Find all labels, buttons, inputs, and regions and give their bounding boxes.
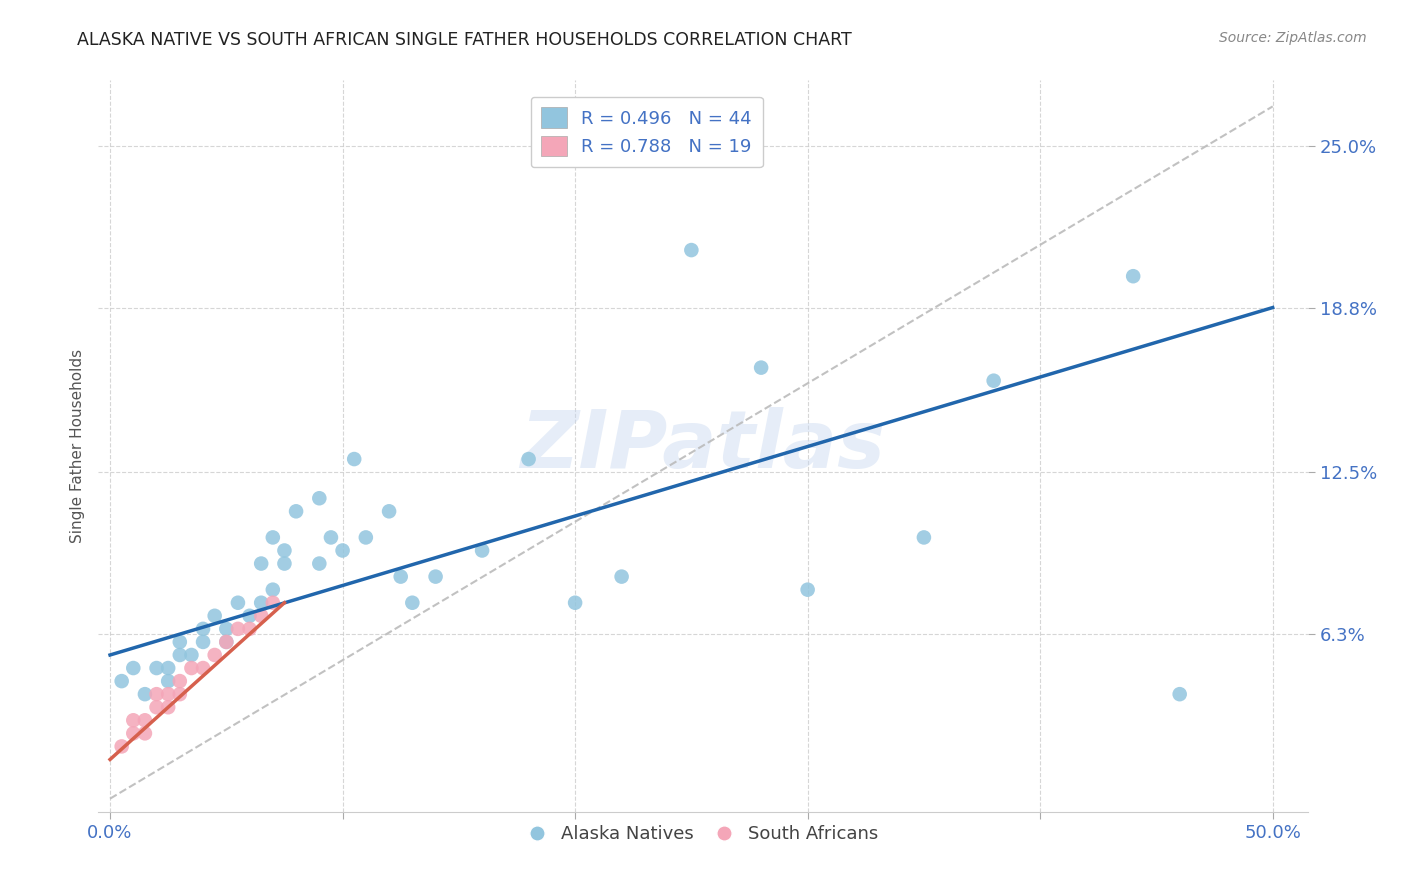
Point — [250, 596, 273, 610]
Point — [250, 557, 273, 571]
Point — [285, 504, 308, 518]
Point — [389, 569, 412, 583]
Point — [226, 596, 249, 610]
Point — [401, 596, 423, 610]
Point — [262, 530, 284, 544]
Point — [215, 635, 238, 649]
Y-axis label: Single Father Households: Single Father Households — [69, 349, 84, 543]
Point — [471, 543, 494, 558]
Point — [111, 674, 134, 689]
Point — [180, 648, 202, 662]
Point — [273, 557, 295, 571]
Point — [169, 635, 191, 649]
Point — [308, 557, 330, 571]
Point — [796, 582, 818, 597]
Point — [343, 452, 366, 467]
Point — [157, 674, 180, 689]
Point — [262, 582, 284, 597]
Point — [169, 674, 191, 689]
Point — [204, 608, 226, 623]
Point — [122, 661, 145, 675]
Point — [226, 622, 249, 636]
Point — [912, 530, 935, 544]
Point — [610, 569, 633, 583]
Point — [239, 622, 262, 636]
Point — [332, 543, 354, 558]
Point — [250, 608, 273, 623]
Point — [681, 243, 703, 257]
Text: ALASKA NATIVE VS SOUTH AFRICAN SINGLE FATHER HOUSEHOLDS CORRELATION CHART: ALASKA NATIVE VS SOUTH AFRICAN SINGLE FA… — [77, 31, 852, 49]
Point — [378, 504, 401, 518]
Point — [191, 635, 214, 649]
Point — [1168, 687, 1191, 701]
Point — [134, 687, 156, 701]
Point — [517, 452, 540, 467]
Point — [983, 374, 1005, 388]
Text: Source: ZipAtlas.com: Source: ZipAtlas.com — [1219, 31, 1367, 45]
Point — [134, 726, 156, 740]
Point — [169, 648, 191, 662]
Point — [273, 543, 295, 558]
Point — [215, 635, 238, 649]
Text: ZIPatlas: ZIPatlas — [520, 407, 886, 485]
Point — [157, 700, 180, 714]
Point — [425, 569, 447, 583]
Point — [215, 622, 238, 636]
Point — [180, 661, 202, 675]
Point — [564, 596, 586, 610]
Point — [239, 608, 262, 623]
Point — [191, 661, 214, 675]
Point — [111, 739, 134, 754]
Point — [354, 530, 377, 544]
Point — [169, 687, 191, 701]
Point — [191, 622, 214, 636]
Legend: Alaska Natives, South Africans: Alaska Natives, South Africans — [522, 818, 884, 850]
Point — [145, 700, 167, 714]
Point — [749, 360, 772, 375]
Point — [145, 661, 167, 675]
Point — [262, 596, 284, 610]
Point — [122, 714, 145, 728]
Point — [122, 726, 145, 740]
Point — [1122, 269, 1144, 284]
Point — [319, 530, 342, 544]
Point — [308, 491, 330, 506]
Point — [204, 648, 226, 662]
Point — [134, 714, 156, 728]
Point — [145, 687, 167, 701]
Point — [157, 687, 180, 701]
Point — [157, 661, 180, 675]
